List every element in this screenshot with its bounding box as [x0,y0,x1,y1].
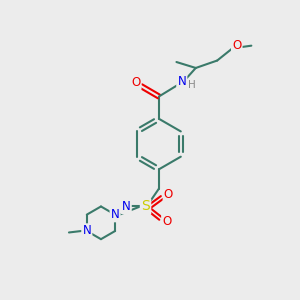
Text: S: S [141,200,150,214]
Text: O: O [232,39,242,52]
Text: N: N [111,208,119,221]
Text: N: N [122,200,130,213]
Text: O: O [164,188,173,201]
Text: N: N [177,75,186,88]
Text: H: H [188,80,196,90]
Text: N: N [82,224,91,238]
Text: O: O [131,76,140,89]
Text: O: O [162,215,172,228]
